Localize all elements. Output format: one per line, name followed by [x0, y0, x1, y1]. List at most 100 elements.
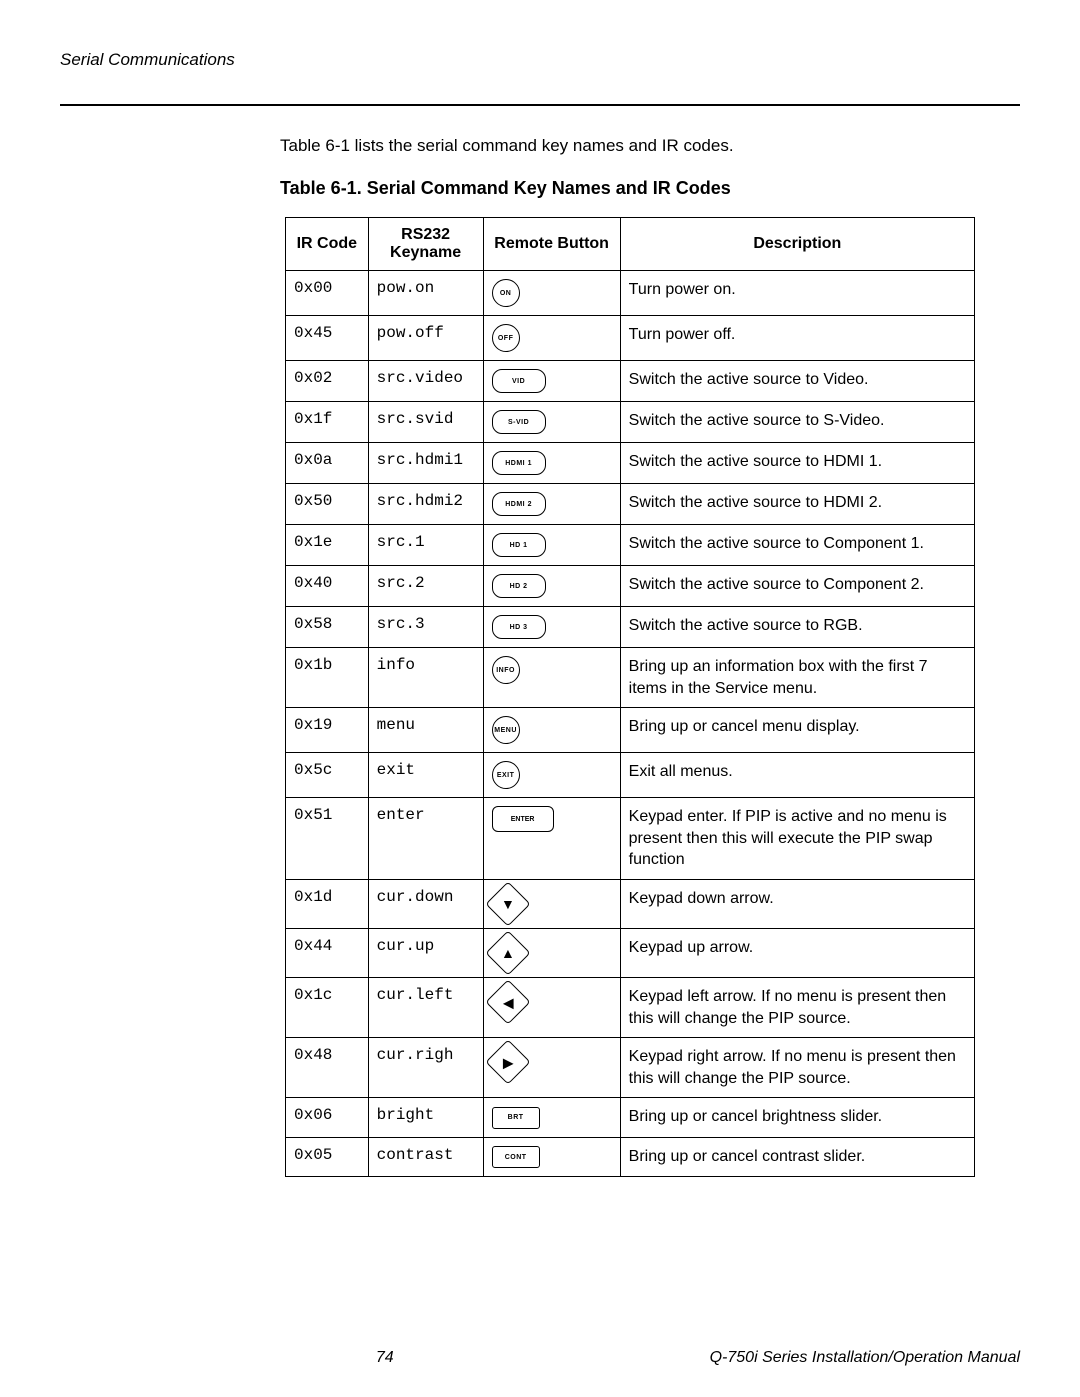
remote-button-icon: OFF	[492, 324, 520, 352]
cell-button: HD 1	[483, 525, 620, 566]
table-row: 0x1esrc.1 HD 1 Switch the active source to…	[286, 525, 975, 566]
cell-keyname: enter	[368, 798, 483, 880]
remote-button-icon: ENTER	[492, 806, 554, 832]
remote-button-icon: ▲	[485, 930, 530, 975]
cell-ircode: 0x1e	[286, 525, 369, 566]
cell-description: Turn power on.	[620, 271, 974, 316]
table-row: 0x0asrc.hdmi1HDMI 1Switch the active sou…	[286, 443, 975, 484]
cell-ircode: 0x1d	[286, 879, 369, 928]
remote-button-icon: ▶	[485, 1040, 530, 1085]
command-table: IR Code RS232 Keyname Remote Button Desc…	[285, 217, 975, 1177]
table-row: 0x48cur.righ▶ Keypad right arrow. If no m…	[286, 1038, 975, 1098]
remote-button-icon: HD 1	[492, 533, 546, 557]
remote-button-icon: ◀	[485, 979, 530, 1024]
cell-keyname: src.1	[368, 525, 483, 566]
cell-keyname: src.3	[368, 607, 483, 648]
cell-description: Keypad left arrow. If no menu is present…	[620, 977, 974, 1037]
cell-description: Switch the active source to HDMI 2.	[620, 484, 974, 525]
cell-button: ▼	[483, 879, 620, 928]
table-row: 0x19menuMENUBring up or cancel menu disp…	[286, 708, 975, 753]
cell-ircode: 0x0a	[286, 443, 369, 484]
cell-ircode: 0x5c	[286, 753, 369, 798]
cell-button: ▲	[483, 928, 620, 977]
table-caption: Table 6-1. Serial Command Key Names and …	[280, 178, 1020, 199]
cell-button: MENU	[483, 708, 620, 753]
cell-description: Switch the active source to Component 2.	[620, 566, 974, 607]
col-description: Description	[620, 218, 974, 271]
table-row: 0x1binfoINFOBring up an information box …	[286, 648, 975, 708]
table-row: 0x51enter ENTER Keypad enter. If PIP is ac…	[286, 798, 975, 880]
cell-button: ▶	[483, 1038, 620, 1098]
cell-ircode: 0x1f	[286, 402, 369, 443]
cell-button: EXIT	[483, 753, 620, 798]
cell-keyname: src.2	[368, 566, 483, 607]
cell-button: HDMI 2	[483, 484, 620, 525]
cell-description: Bring up or cancel brightness slider.	[620, 1098, 974, 1138]
table-row: 0x40src.2 HD 2 Switch the active source to…	[286, 566, 975, 607]
manual-title: Q-750i Series Installation/Operation Man…	[710, 1349, 1020, 1367]
cell-keyname: exit	[368, 753, 483, 798]
cell-ircode: 0x40	[286, 566, 369, 607]
cell-description: Switch the active source to Component 1.	[620, 525, 974, 566]
cell-ircode: 0x48	[286, 1038, 369, 1098]
table-row: 0x06bright BRT Bring up or cancel brightne…	[286, 1098, 975, 1138]
cell-description: Keypad enter. If PIP is active and no me…	[620, 798, 974, 880]
remote-button-icon: HDMI 2	[492, 492, 546, 516]
cell-keyname: cur.righ	[368, 1038, 483, 1098]
remote-button-icon: VID	[492, 369, 546, 393]
col-keyname: RS232 Keyname	[368, 218, 483, 271]
cell-ircode: 0x05	[286, 1137, 369, 1177]
cell-ircode: 0x50	[286, 484, 369, 525]
cell-button: OFF	[483, 316, 620, 361]
cell-description: Switch the active source to RGB.	[620, 607, 974, 648]
cell-keyname: contrast	[368, 1137, 483, 1177]
cell-ircode: 0x44	[286, 928, 369, 977]
cell-keyname: pow.off	[368, 316, 483, 361]
remote-button-icon: HD 2	[492, 574, 546, 598]
table-row: 0x50src.hdmi2 HDMI 2 Switch the active sou…	[286, 484, 975, 525]
table-row: 0x5cexitEXITExit all menus.	[286, 753, 975, 798]
page-number: 74	[60, 1349, 710, 1367]
cell-button: ◀	[483, 977, 620, 1037]
cell-ircode: 0x1c	[286, 977, 369, 1037]
remote-button-icon: HDMI 1	[492, 451, 546, 475]
cell-description: Switch the active source to Video.	[620, 361, 974, 402]
header-rule	[60, 104, 1020, 106]
cell-description: Switch the active source to HDMI 1.	[620, 443, 974, 484]
cell-ircode: 0x19	[286, 708, 369, 753]
cell-description: Bring up or cancel contrast slider.	[620, 1137, 974, 1177]
cell-ircode: 0x06	[286, 1098, 369, 1138]
table-row: 0x1dcur.down▼Keypad down arrow.	[286, 879, 975, 928]
remote-button-icon: EXIT	[492, 761, 520, 789]
cell-button: ON	[483, 271, 620, 316]
cell-keyname: cur.up	[368, 928, 483, 977]
cell-ircode: 0x45	[286, 316, 369, 361]
cell-description: Keypad right arrow. If no menu is presen…	[620, 1038, 974, 1098]
table-row: 0x00pow.onONTurn power on.	[286, 271, 975, 316]
cell-button: HDMI 1	[483, 443, 620, 484]
table-row: 0x05contrastCONTBring up or cancel contr…	[286, 1137, 975, 1177]
remote-button-icon: ON	[492, 279, 520, 307]
cell-button: INFO	[483, 648, 620, 708]
cell-keyname: pow.on	[368, 271, 483, 316]
table-row: 0x58src.3HD 3Switch the active source to…	[286, 607, 975, 648]
table-row: 0x02src.videoVIDSwitch the active source…	[286, 361, 975, 402]
cell-keyname: bright	[368, 1098, 483, 1138]
cell-ircode: 0x51	[286, 798, 369, 880]
remote-button-icon: BRT	[492, 1107, 540, 1129]
table-body: 0x00pow.onONTurn power on.0x45pow.offOFF…	[286, 271, 975, 1177]
cell-button: VID	[483, 361, 620, 402]
cell-keyname: src.hdmi2	[368, 484, 483, 525]
table-row: 0x1ccur.left◀Keypad left arrow. If no me…	[286, 977, 975, 1037]
cell-button: BRT	[483, 1098, 620, 1138]
cell-description: Bring up an information box with the fir…	[620, 648, 974, 708]
table-row: 0x1fsrc.svidS-VIDSwitch the active sourc…	[286, 402, 975, 443]
remote-button-icon: HD 3	[492, 615, 546, 639]
cell-ircode: 0x1b	[286, 648, 369, 708]
cell-keyname: src.svid	[368, 402, 483, 443]
intro-text: Table 6-1 lists the serial command key n…	[280, 136, 1020, 156]
table-row: 0x45pow.offOFFTurn power off.	[286, 316, 975, 361]
cell-button: HD 3	[483, 607, 620, 648]
page: Serial Communications Table 6-1 lists th…	[0, 0, 1080, 1397]
cell-description: Switch the active source to S-Video.	[620, 402, 974, 443]
